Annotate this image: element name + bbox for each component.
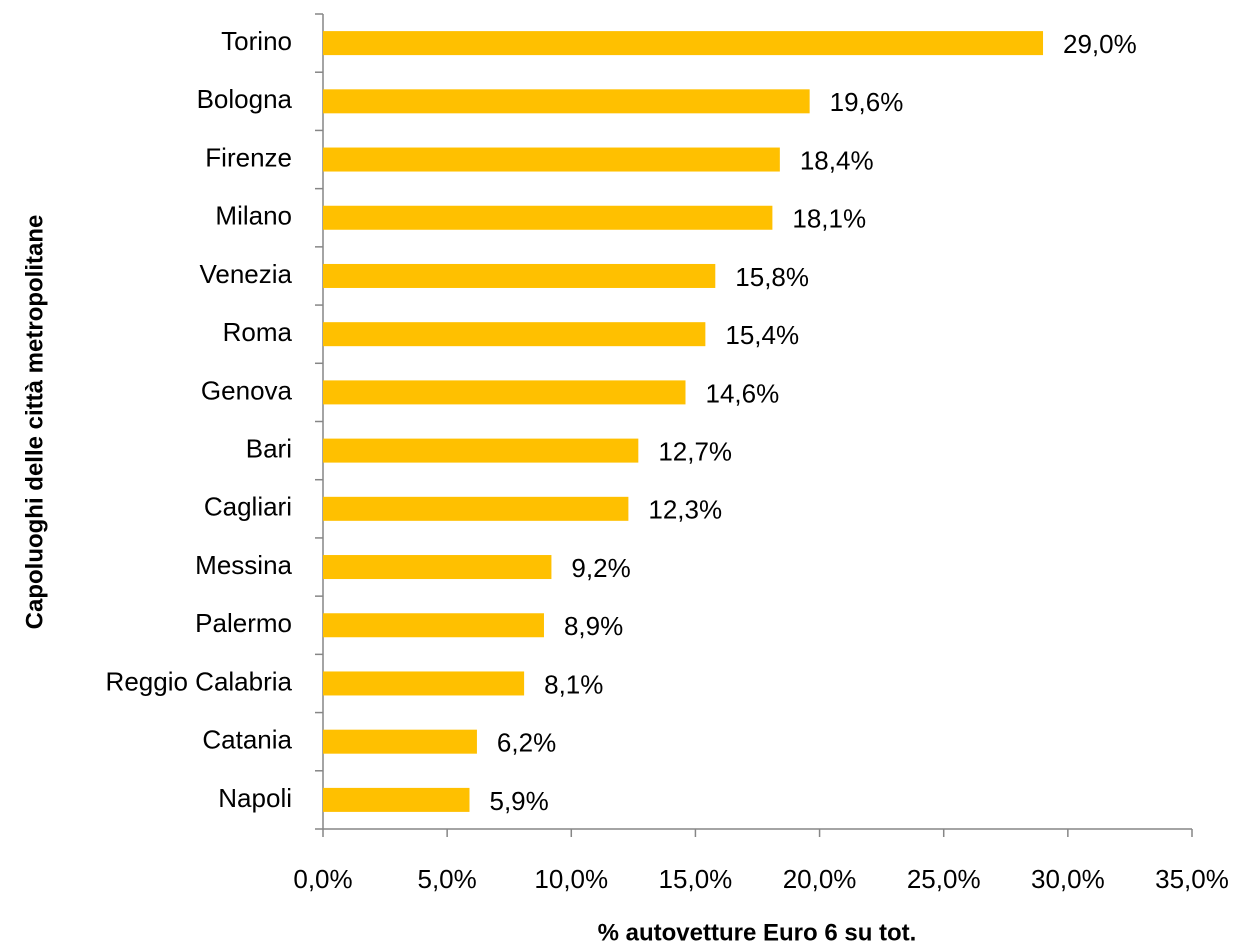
data-label: 15,8% [735,262,809,292]
bar [323,31,1044,56]
x-tick-label: 10,0% [534,864,608,894]
data-label: 12,3% [648,495,722,525]
bar [323,496,629,521]
bar [323,787,470,812]
data-label: 6,2% [497,728,556,758]
bar [323,147,780,172]
y-tick-label: Venezia [199,259,292,289]
x-tick-label: 0,0% [293,864,352,894]
bar [323,438,639,463]
data-label: 12,7% [658,436,732,466]
x-tick-label: 20,0% [783,864,857,894]
y-tick-label: Napoli [218,783,292,813]
data-label: 8,9% [564,611,623,641]
data-label: 9,2% [571,553,630,583]
y-tick-label: Torino [221,26,292,56]
data-label: 18,4% [800,145,874,175]
y-tick-label: Catania [202,725,292,755]
y-tick-label: Firenze [205,142,292,172]
data-label: 14,6% [705,378,779,408]
y-tick-label: Messina [195,550,292,580]
bar [323,729,477,754]
data-label: 15,4% [725,320,799,350]
data-label: 29,0% [1063,29,1137,59]
y-tick-label: Milano [215,201,292,231]
data-label: 18,1% [792,204,866,234]
y-tick-label: Bari [246,433,292,463]
y-tick-label: Bologna [197,84,293,114]
x-tick-label: 25,0% [907,864,981,894]
bar [323,322,706,347]
bar [323,671,525,696]
y-axis-title: Capoluoghi delle città metropolitane [21,215,48,630]
x-tick-label: 30,0% [1031,864,1105,894]
data-label: 5,9% [489,786,548,816]
x-tick-label: 15,0% [659,864,733,894]
y-tick-label: Cagliari [204,492,292,522]
x-tick-label: 5,0% [418,864,477,894]
y-tick-label: Palermo [195,608,292,638]
data-label: 19,6% [830,87,904,117]
bar [323,380,686,405]
bar [323,555,552,580]
y-tick-label: Roma [223,317,293,347]
bar [323,89,810,114]
x-axis-title: % autovetture Euro 6 su tot. [598,919,917,945]
data-label: 8,1% [544,669,603,699]
y-tick-label: Reggio Calabria [106,666,293,696]
bar [323,205,773,230]
x-tick-label: 35,0% [1155,864,1229,894]
bar [323,263,716,288]
y-tick-label: Genova [201,375,293,405]
bar [323,613,544,638]
